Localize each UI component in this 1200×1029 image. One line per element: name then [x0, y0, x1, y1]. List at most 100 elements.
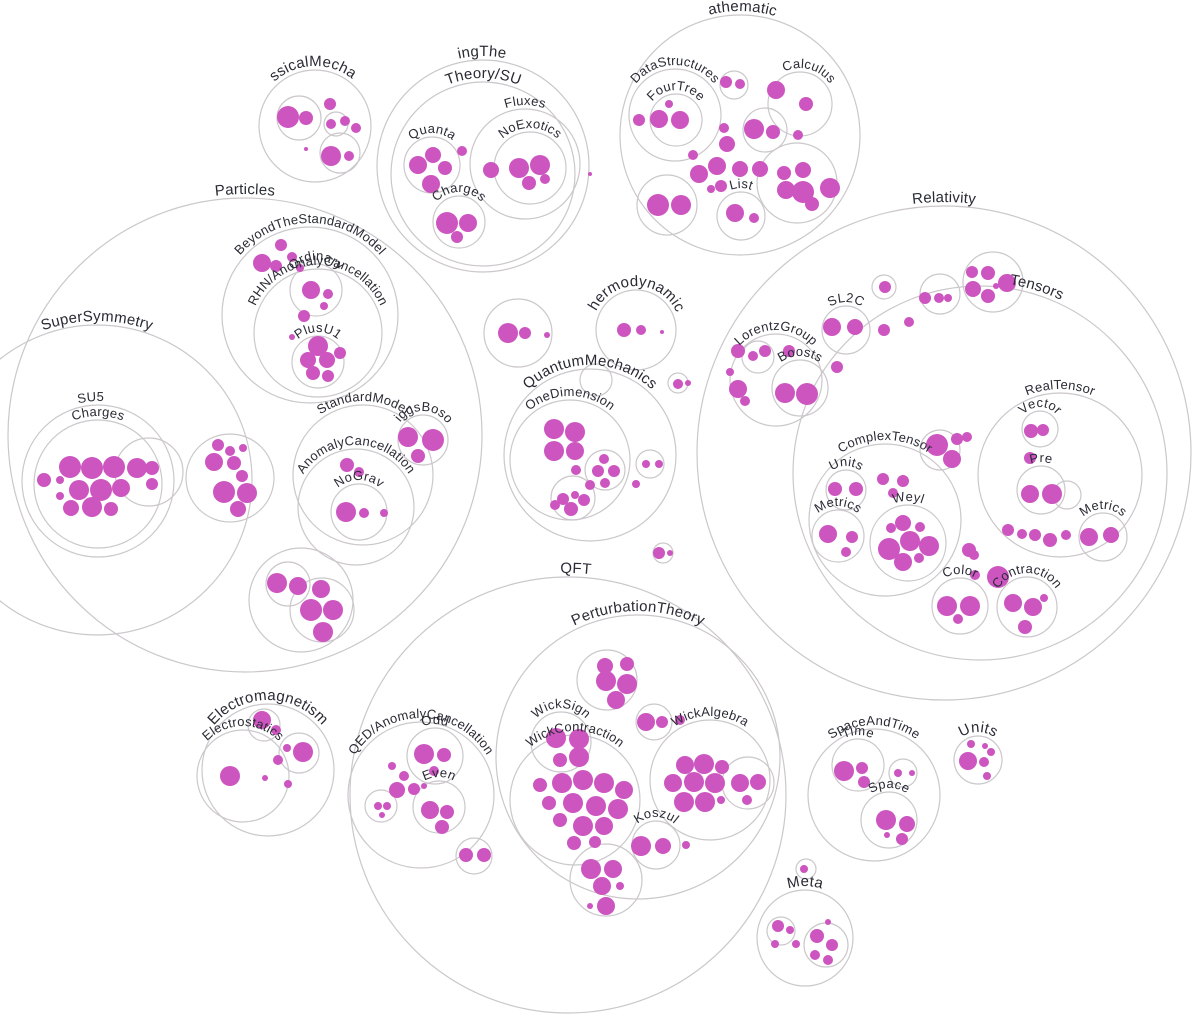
leaf-node[interactable]: [212, 439, 224, 451]
leaf-node[interactable]: [750, 774, 766, 790]
leaf-node[interactable]: [509, 158, 529, 178]
leaf-node[interactable]: [498, 323, 518, 343]
leaf-node[interactable]: [82, 497, 102, 517]
leaf-node[interactable]: [673, 379, 683, 389]
leaf-node[interactable]: [793, 130, 803, 140]
leaf-node[interactable]: [1103, 527, 1119, 543]
leaf-node[interactable]: [273, 755, 283, 765]
leaf-node[interactable]: [823, 318, 841, 336]
leaf-node[interactable]: [982, 743, 988, 749]
leaf-node[interactable]: [414, 744, 434, 764]
leaf-node[interactable]: [308, 336, 328, 356]
leaf-node[interactable]: [389, 782, 405, 798]
fourtree-circle[interactable]: [649, 93, 703, 147]
leaf-node[interactable]: [597, 897, 615, 915]
qed-anomaly-circle[interactable]: [347, 721, 495, 869]
leaf-node[interactable]: [877, 473, 889, 485]
leaf-node[interactable]: [665, 100, 673, 108]
leaf-node[interactable]: [103, 456, 125, 478]
leaf-node[interactable]: [552, 773, 572, 793]
leaf-node[interactable]: [277, 106, 299, 128]
leaf-node[interactable]: [983, 772, 991, 780]
rhn-circle[interactable]: [253, 268, 383, 398]
leaf-node[interactable]: [230, 501, 246, 517]
leaf-node[interactable]: [37, 473, 51, 487]
relativity-circle[interactable]: [696, 205, 1192, 701]
leaf-node[interactable]: [717, 796, 725, 804]
leaf-node[interactable]: [1029, 529, 1041, 541]
leaf-node[interactable]: [300, 599, 322, 621]
leaf-node[interactable]: [300, 352, 316, 368]
leaf-node[interactable]: [914, 553, 924, 563]
leaf-node[interactable]: [326, 119, 336, 129]
leaf-node[interactable]: [411, 449, 425, 463]
leaf-node[interactable]: [810, 929, 824, 943]
leaf-node[interactable]: [293, 742, 313, 762]
leaf-node[interactable]: [557, 493, 569, 505]
leaf-node[interactable]: [959, 752, 977, 770]
leaf-node[interactable]: [275, 239, 287, 251]
units-circle[interactable]: [953, 735, 1003, 785]
leaf-node[interactable]: [594, 773, 614, 793]
leaf-node[interactable]: [253, 254, 271, 272]
leaf-node[interactable]: [284, 780, 292, 788]
vector-circle[interactable]: [1021, 410, 1059, 448]
su5-charges-circle[interactable]: [33, 419, 163, 549]
leaf-node[interactable]: [671, 195, 691, 215]
leaf-node[interactable]: [888, 488, 898, 498]
wickalgebra-circle[interactable]: [649, 719, 771, 841]
ct-metrics-circle[interactable]: [811, 509, 865, 563]
leaf-node[interactable]: [1024, 424, 1038, 438]
leaf-node[interactable]: [592, 465, 604, 477]
leaf-node[interactable]: [705, 773, 725, 793]
leaf-node[interactable]: [483, 162, 499, 178]
bsm-circle[interactable]: [221, 226, 399, 404]
leaf-node[interactable]: [981, 289, 995, 303]
leaf-node[interactable]: [1021, 485, 1039, 503]
leaf-node[interactable]: [599, 454, 609, 464]
leaf-node[interactable]: [236, 470, 248, 482]
mathematics-circle[interactable]: [619, 14, 861, 256]
leaf-node[interactable]: [587, 903, 593, 909]
leaf-node[interactable]: [719, 136, 735, 152]
leaf-node[interactable]: [550, 500, 560, 510]
time-circle[interactable]: [831, 738, 885, 792]
leaf-node[interactable]: [542, 796, 556, 810]
leaf-node[interactable]: [59, 456, 81, 478]
leaf-node[interactable]: [205, 453, 223, 471]
leaf-node[interactable]: [1002, 524, 1014, 536]
leaf-node[interactable]: [675, 715, 685, 725]
quantummechanics-circle[interactable]: [503, 368, 677, 542]
leaf-node[interactable]: [409, 156, 427, 174]
leaf-node[interactable]: [600, 478, 610, 488]
ftheory-su5-circle[interactable]: [390, 81, 576, 267]
leaf-node[interactable]: [104, 502, 118, 516]
leaf-node[interactable]: [726, 368, 734, 376]
leaf-node[interactable]: [660, 330, 664, 334]
leaf-node[interactable]: [642, 460, 650, 468]
spaceandtime-circle[interactable]: [807, 728, 941, 862]
leaf-node[interactable]: [981, 266, 995, 280]
leaf-node[interactable]: [720, 76, 732, 88]
leaf-node[interactable]: [796, 383, 818, 405]
leaf-node[interactable]: [876, 810, 896, 830]
leaf-node[interactable]: [304, 147, 308, 151]
leaf-node[interactable]: [731, 344, 745, 358]
leaf-node[interactable]: [1040, 594, 1048, 602]
leaf-node[interactable]: [436, 212, 458, 234]
leaf-node[interactable]: [334, 347, 346, 359]
leaf-node[interactable]: [565, 422, 585, 442]
leaf-node[interactable]: [253, 711, 271, 729]
leaf-node[interactable]: [653, 547, 665, 559]
ct-units-circle[interactable]: [825, 469, 867, 511]
odd-circle[interactable]: [406, 727, 464, 785]
leaf-node[interactable]: [302, 281, 320, 299]
qft-circle[interactable]: [349, 576, 787, 1014]
leaf-node[interactable]: [786, 926, 794, 934]
leaf-node[interactable]: [299, 111, 313, 125]
leaf-node[interactable]: [573, 816, 593, 836]
leaf-node[interactable]: [457, 146, 467, 156]
leaf-node[interactable]: [895, 515, 911, 531]
leaf-node[interactable]: [408, 783, 420, 795]
leaf-node[interactable]: [459, 848, 473, 862]
